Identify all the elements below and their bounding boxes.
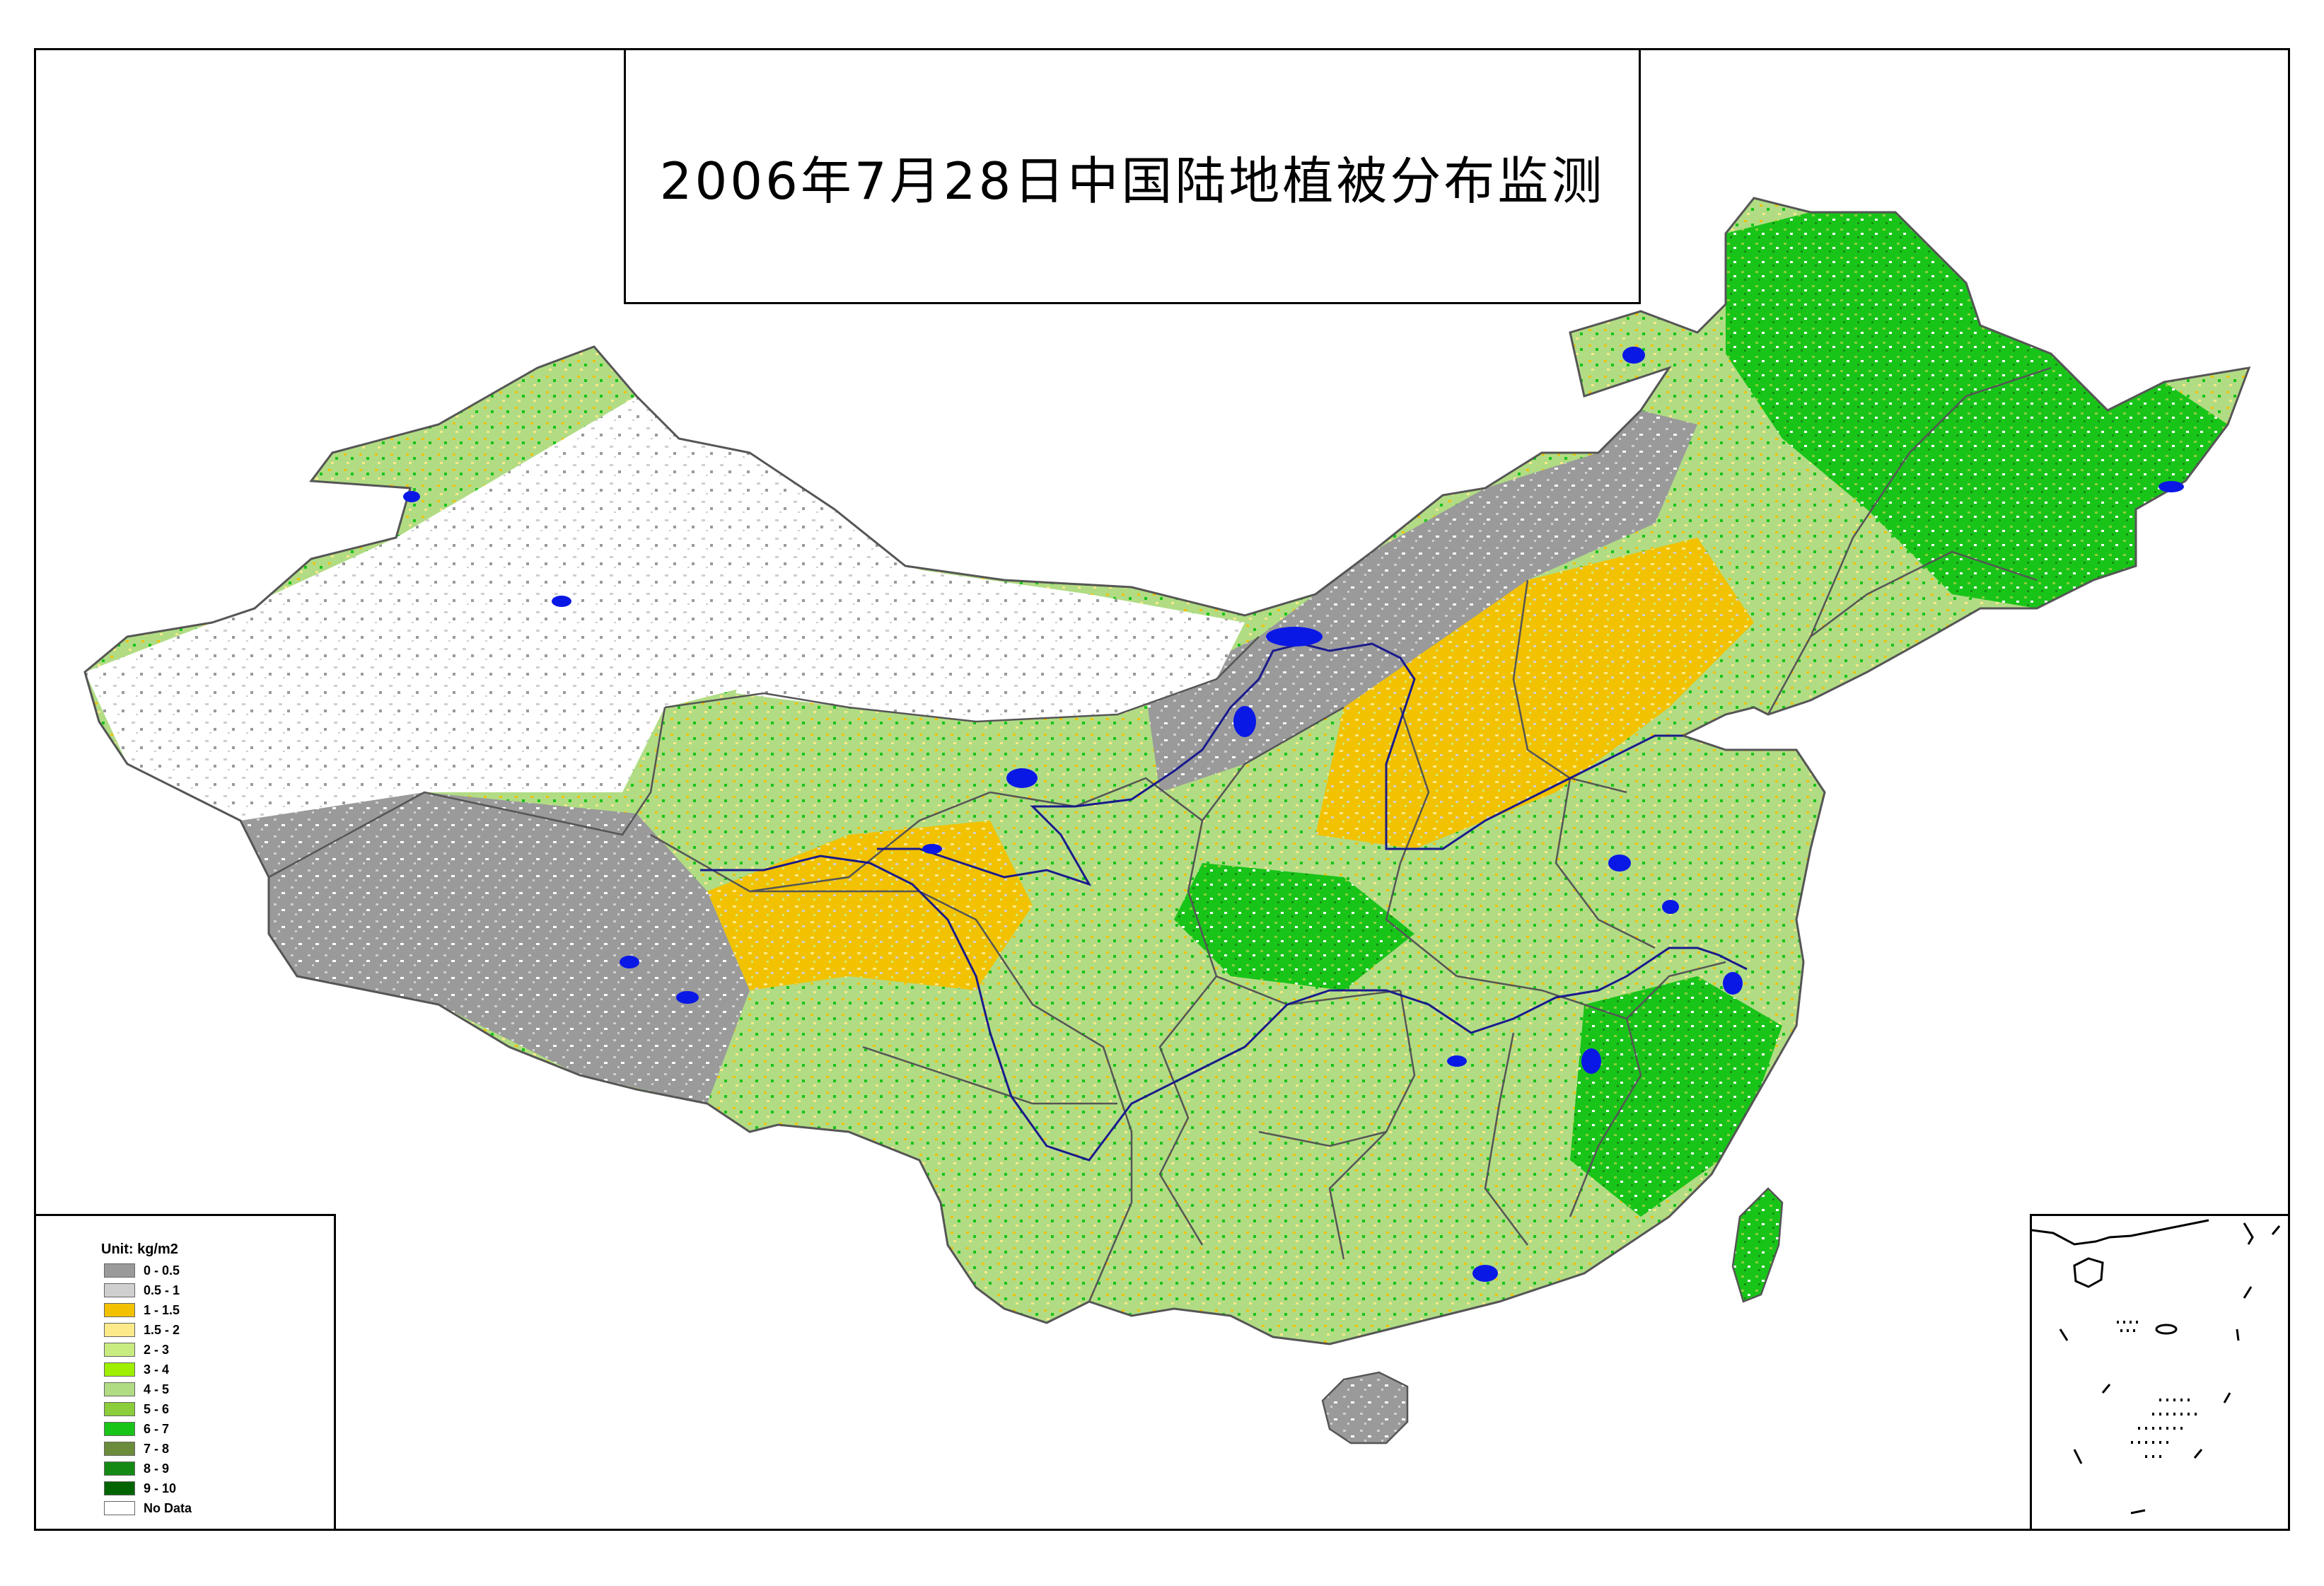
legend-swatch	[104, 1263, 135, 1278]
inset-dash-8	[2059, 1329, 2069, 1341]
legend-item: 6 - 7	[104, 1421, 169, 1437]
legend-item: 3 - 4	[104, 1362, 169, 1377]
legend-item: 1 - 1.5	[104, 1302, 180, 1318]
legend-label: 5 - 6	[144, 1401, 170, 1416]
yangtze-river	[700, 855, 1748, 1162]
legend-swatch	[104, 1362, 135, 1377]
inset-paracel-islands	[2117, 1321, 2139, 1332]
legend-item: 8 - 9	[104, 1461, 169, 1476]
legend-item: 0 - 0.5	[104, 1263, 180, 1278]
xingkai-lake	[2159, 481, 2184, 492]
north-china-yellow	[1315, 538, 1754, 849]
central-green	[1174, 863, 1414, 990]
inset-dash-1	[2271, 1225, 2281, 1235]
southeast-green	[1570, 976, 1782, 1217]
inner-mongolia-grey	[1146, 410, 1697, 792]
legend-item: 1.5 - 2	[104, 1322, 180, 1338]
south-china-sea-inset	[2030, 1214, 2290, 1531]
inset-dash-5	[2193, 1449, 2203, 1459]
legend-label: 0 - 0.5	[144, 1263, 180, 1278]
rivers	[700, 642, 1748, 1162]
legend-unit-title: Unit: kg/m2	[101, 1241, 178, 1257]
legend-label: 1.5 - 2	[144, 1322, 180, 1337]
legend-swatch	[104, 1481, 135, 1495]
legend-swatch	[104, 1501, 135, 1515]
legend-swatch	[104, 1283, 135, 1297]
legend-item: 7 - 8	[104, 1441, 169, 1457]
legend-label: No Data	[144, 1500, 192, 1515]
gobi-nodata	[736, 566, 1245, 722]
legend-swatch	[104, 1422, 135, 1436]
yellow-river	[877, 642, 1683, 886]
legend-swatch	[104, 1402, 135, 1416]
legend-swatch	[104, 1343, 135, 1357]
legend-swatch	[104, 1303, 135, 1317]
bosten-lake	[552, 596, 571, 607]
legend-label: 6 - 7	[144, 1421, 170, 1436]
inset-dash-7	[2073, 1449, 2083, 1464]
legend-swatch	[104, 1461, 135, 1476]
inset-dash-3	[2236, 1329, 2240, 1341]
hongze-lake	[1662, 900, 1679, 914]
legend-label: 8 - 9	[144, 1461, 170, 1476]
hulun-lake	[1622, 347, 1645, 364]
inset-map	[2032, 1219, 2281, 1515]
legend-label: 2 - 3	[144, 1342, 170, 1357]
legend-item: 9 - 10	[104, 1481, 176, 1496]
wuliangsu-lake	[1266, 627, 1323, 647]
dongting-lake	[1447, 1055, 1467, 1067]
legend-item: 5 - 6	[104, 1401, 169, 1417]
taiwan-island	[1731, 1187, 1784, 1303]
legend-swatch	[104, 1323, 135, 1337]
dianchi-lake	[1472, 1265, 1498, 1282]
inset-dash-6	[2130, 1509, 2146, 1515]
northeast-green	[1726, 212, 2228, 608]
inset-dash-2	[2243, 1286, 2253, 1299]
title-box: 2006年7月28日中国陆地植被分布监测	[624, 48, 1641, 304]
inset-dongsha-island	[2155, 1324, 2178, 1335]
weishan-lake	[1608, 855, 1631, 872]
map-title: 2006年7月28日中国陆地植被分布监测	[659, 151, 1605, 211]
legend-label: 4 - 5	[144, 1382, 170, 1396]
legend-label: 7 - 8	[144, 1441, 170, 1456]
inset-dash-4	[2223, 1392, 2231, 1403]
legend-label: 3 - 4	[144, 1362, 170, 1377]
gyaring-lake	[922, 844, 942, 854]
hainan-island	[1321, 1371, 1409, 1445]
legend-swatch	[104, 1382, 135, 1396]
nam-co-lake	[620, 956, 639, 968]
wuliangsu-lake-south	[1233, 706, 1256, 737]
province-borders	[268, 366, 2052, 1302]
xinjiang-region	[85, 396, 990, 821]
legend-label: 0.5 - 1	[144, 1283, 180, 1297]
tibet-region	[240, 792, 750, 1104]
inset-dash-9	[2101, 1384, 2111, 1394]
legend-item: 0.5 - 1	[104, 1283, 180, 1298]
selin-co-lake	[676, 991, 699, 1004]
country-outline	[83, 197, 2251, 1345]
legend-item: 2 - 3	[104, 1342, 169, 1358]
legend-item: No Data	[104, 1500, 192, 1516]
legend-label: 1 - 1.5	[144, 1302, 180, 1317]
tai-lake	[1723, 972, 1743, 995]
qinghai-lake	[1006, 768, 1038, 788]
legend-item: 4 - 5	[104, 1382, 169, 1397]
inset-hainan	[2073, 1257, 2104, 1288]
legend-swatch	[104, 1442, 135, 1456]
ebinur-lake	[403, 491, 420, 502]
lakes	[403, 347, 2184, 1282]
inset-coastline	[2032, 1219, 2209, 1246]
poyang-lake	[1581, 1048, 1601, 1074]
inset-spratly-islands	[2131, 1399, 2202, 1458]
inset-taiwan-tip	[2243, 1222, 2254, 1245]
legend-box: Unit: kg/m2 0 - 0.5 0.5 - 1 1 - 1.5 1.5 …	[34, 1214, 336, 1531]
legend-label: 9 - 10	[144, 1481, 177, 1495]
